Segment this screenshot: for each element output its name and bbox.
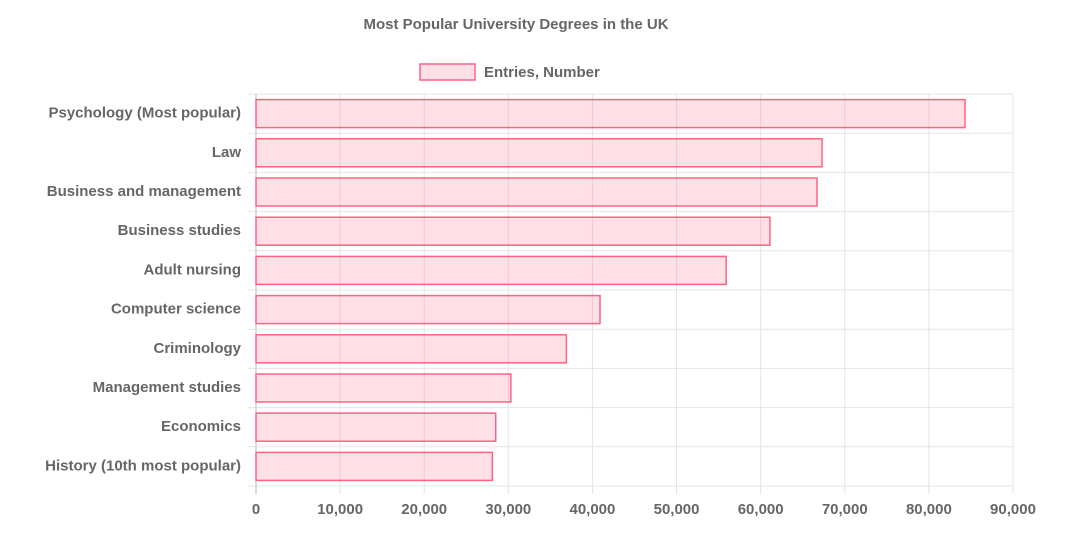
bar <box>255 216 771 246</box>
chart-title: Most Popular University Degrees in the U… <box>363 16 668 33</box>
y-tick-label: Adult nursing <box>144 261 242 278</box>
y-tick-label: Computer science <box>111 301 241 318</box>
x-tick-label: 10,000 <box>317 501 363 518</box>
y-tick-label: Psychology (Most popular) <box>48 105 241 122</box>
x-tick-label: 90,000 <box>990 501 1036 518</box>
bar <box>255 412 497 442</box>
x-tick-label: 0 <box>252 501 260 518</box>
legend-label: Entries, Number <box>484 64 600 81</box>
bar <box>255 177 818 207</box>
y-tick-label: History (10th most popular) <box>45 457 241 474</box>
y-tick-label: Economics <box>161 418 241 435</box>
x-tick-label: 30,000 <box>485 501 531 518</box>
bar <box>255 294 601 325</box>
x-tick-label: 70,000 <box>822 501 868 518</box>
bar <box>255 255 727 286</box>
y-tick-label: Business and management <box>47 183 241 200</box>
x-tick-label: 40,000 <box>569 501 615 518</box>
x-tick-label: 20,000 <box>401 501 447 518</box>
y-tick-label: Criminology <box>153 340 241 357</box>
bar <box>255 98 966 129</box>
y-tick-label: Law <box>212 144 242 161</box>
x-tick-label: 80,000 <box>906 501 952 518</box>
y-tick-label: Management studies <box>93 379 241 396</box>
legend-swatch <box>419 63 476 81</box>
bar <box>255 138 823 168</box>
y-tick-label: Business studies <box>118 222 241 239</box>
bar <box>255 373 512 403</box>
x-tick-label: 50,000 <box>654 501 700 518</box>
x-tick-label: 60,000 <box>738 501 784 518</box>
bar <box>255 451 494 482</box>
bar <box>255 334 568 364</box>
